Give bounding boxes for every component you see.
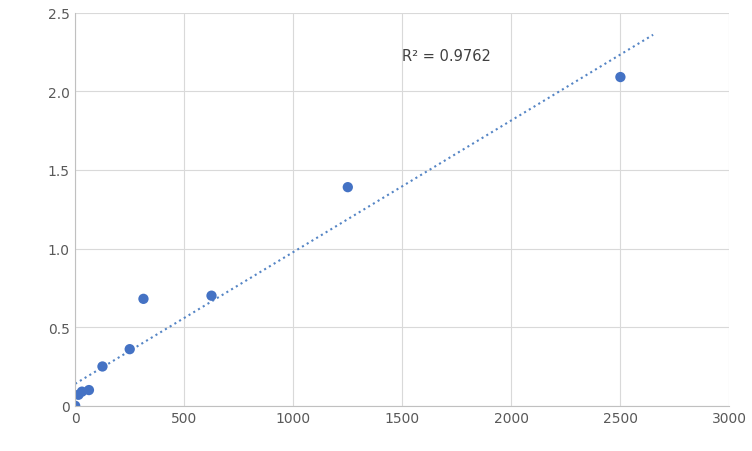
Point bbox=[614, 74, 626, 82]
Point bbox=[69, 402, 81, 410]
Text: R² = 0.9762: R² = 0.9762 bbox=[402, 49, 491, 64]
Point bbox=[96, 363, 108, 370]
Point bbox=[341, 184, 353, 191]
Point bbox=[138, 295, 150, 303]
Point bbox=[72, 391, 84, 399]
Point bbox=[76, 388, 88, 396]
Point bbox=[123, 346, 135, 353]
Point bbox=[205, 292, 217, 299]
Point bbox=[83, 387, 95, 394]
